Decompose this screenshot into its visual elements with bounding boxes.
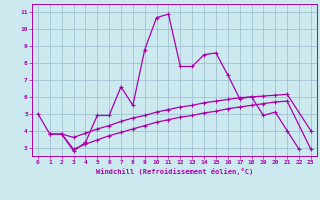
X-axis label: Windchill (Refroidissement éolien,°C): Windchill (Refroidissement éolien,°C)	[96, 168, 253, 175]
